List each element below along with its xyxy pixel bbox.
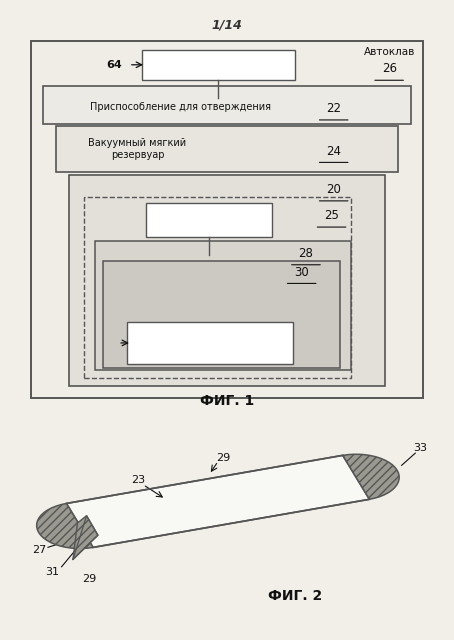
Text: ФИГ. 1: ФИГ. 1 [200, 394, 254, 408]
Bar [95, 241, 351, 370]
Polygon shape [66, 455, 370, 547]
Text: 35: 35 [101, 338, 116, 348]
Bar [69, 175, 385, 386]
Text: 33: 33 [413, 444, 427, 453]
Text: Источник вакуума: Источник вакуума [173, 60, 265, 69]
Text: Резервуар для текучей
среды: Резервуар для текучей среды [153, 210, 265, 230]
Text: 24: 24 [326, 145, 341, 157]
Text: 29: 29 [216, 452, 230, 463]
Text: 27: 27 [32, 545, 46, 555]
Text: Баллон: Баллон [174, 269, 212, 279]
Text: 22: 22 [326, 102, 341, 115]
Text: 26: 26 [382, 62, 397, 76]
Text: 31: 31 [45, 566, 59, 577]
Bar [56, 126, 398, 172]
Text: Приспособление для отверждения: Приспособление для отверждения [90, 102, 271, 112]
Text: 1/14: 1/14 [212, 19, 242, 32]
Text: 25: 25 [324, 209, 339, 222]
Bar [142, 51, 295, 80]
Bar [146, 204, 272, 237]
Text: ФИГ. 2: ФИГ. 2 [268, 589, 322, 604]
Bar [127, 323, 293, 364]
Text: 29: 29 [82, 574, 96, 584]
Text: Мембрана: Мембрана [183, 338, 236, 348]
Text: Вакуумный мягкий
резервуар: Вакуумный мягкий резервуар [89, 138, 187, 160]
Text: 64: 64 [107, 60, 123, 70]
Polygon shape [37, 504, 93, 548]
Bar [44, 86, 410, 124]
Text: 32: 32 [120, 215, 135, 225]
Bar [103, 261, 340, 368]
Polygon shape [73, 516, 98, 559]
Bar [84, 197, 351, 378]
Text: 28: 28 [299, 247, 313, 260]
Text: 20: 20 [326, 183, 341, 196]
Text: Автоклав: Автоклав [364, 47, 415, 56]
Text: 30: 30 [294, 266, 309, 278]
Text: Композитная заготовка: Композитная заготовка [103, 186, 226, 196]
Text: Полость: Полость [116, 251, 158, 261]
Text: 23: 23 [131, 475, 145, 484]
Polygon shape [343, 454, 399, 499]
